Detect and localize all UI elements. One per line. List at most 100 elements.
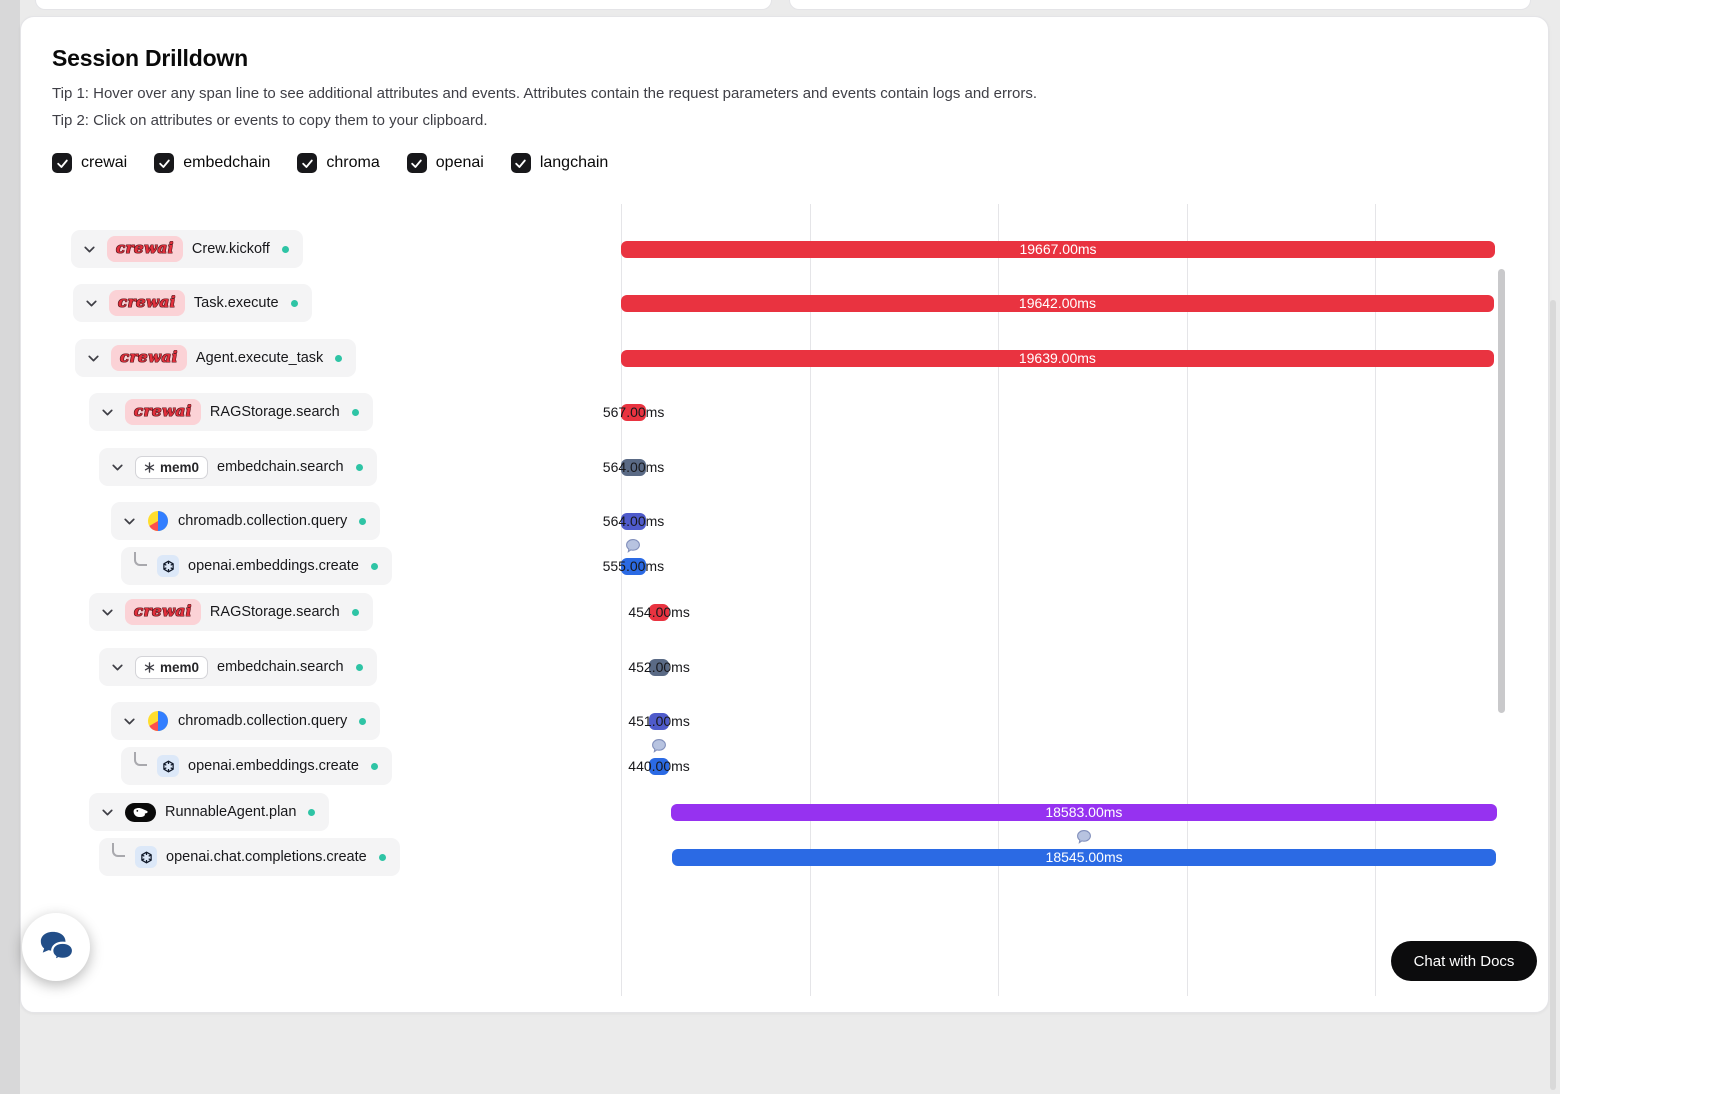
span-name: RunnableAgent.plan: [165, 804, 297, 820]
filter-row: crewai embedchain chroma openai langchai…: [52, 153, 608, 173]
span-label[interactable]: crewai Task.execute: [73, 284, 312, 322]
chevron-down-icon[interactable]: [99, 404, 116, 421]
span-bar[interactable]: [649, 713, 670, 730]
timeline-gridline: [998, 204, 999, 996]
checkbox-checked-icon[interactable]: [510, 153, 531, 173]
status-dot: [335, 354, 343, 362]
chevron-down-icon[interactable]: [109, 659, 126, 676]
page-scrollbar[interactable]: [1550, 300, 1556, 1090]
span-label[interactable]: openai.embeddings.create: [121, 547, 392, 585]
filter-checkbox-embedchain[interactable]: embedchain: [154, 153, 270, 173]
span-name: embedchain.search: [217, 659, 344, 675]
status-dot: [359, 717, 367, 725]
tree-connector: [134, 752, 147, 766]
trace-scrollbar[interactable]: [1498, 269, 1505, 713]
checkbox-checked-icon[interactable]: [52, 153, 72, 173]
span-label[interactable]: mem0 embedchain.search: [99, 448, 377, 486]
span-duration-label: 440.00ms: [628, 758, 690, 774]
span-label[interactable]: crewai Crew.kickoff: [71, 230, 303, 268]
span-bar[interactable]: 19639.00ms: [621, 350, 1494, 367]
filter-label: embedchain: [183, 154, 271, 171]
logo-slot: [135, 846, 157, 868]
span-name: Crew.kickoff: [191, 241, 270, 257]
span-duration-label: 18545.00ms: [1045, 849, 1123, 865]
openai-logo: [135, 846, 157, 868]
crewai-logo: crewai: [109, 290, 185, 316]
span-bar[interactable]: [648, 604, 670, 621]
span-bar[interactable]: [621, 459, 647, 476]
span-bar[interactable]: [621, 558, 646, 575]
tip-1: Tip 1: Hover over any span line to see a…: [52, 85, 1038, 102]
span-bar[interactable]: [649, 659, 670, 676]
logo-slot: crewai: [109, 290, 185, 316]
crewai-logo: crewai: [125, 399, 201, 425]
filter-checkbox-crewai[interactable]: crewai: [52, 153, 127, 173]
logo-slot: crewai: [111, 345, 187, 371]
status-dot: [359, 517, 367, 525]
span-duration-label: 567.00ms: [602, 404, 665, 420]
span-bar[interactable]: 18583.00ms: [670, 804, 1497, 821]
span-label[interactable]: crewai RAGStorage.search: [89, 593, 373, 631]
chevron-down-icon[interactable]: [121, 713, 138, 730]
span-bar[interactable]: [621, 404, 647, 421]
span-duration-label: 564.00ms: [602, 459, 665, 475]
top-card-right: [789, 0, 1531, 10]
logo-slot: crewai: [125, 399, 201, 425]
span-duration-label: 452.00ms: [628, 659, 690, 675]
chevron-down-icon[interactable]: [85, 350, 102, 367]
filter-checkbox-chroma[interactable]: chroma: [297, 153, 380, 173]
span-bar[interactable]: [649, 758, 669, 775]
logo-slot: [157, 555, 179, 577]
checkbox-checked-icon[interactable]: [297, 153, 318, 173]
chevron-down-icon[interactable]: [81, 241, 98, 258]
status-dot: [370, 562, 378, 570]
crewai-logo: crewai: [125, 599, 201, 625]
span-bar[interactable]: [621, 513, 647, 530]
chevron-down-icon[interactable]: [83, 295, 100, 312]
span-label[interactable]: chromadb.collection.query: [111, 502, 381, 540]
status-dot: [370, 762, 378, 770]
chevron-down-icon[interactable]: [109, 459, 126, 476]
chevron-down-icon[interactable]: [121, 513, 138, 530]
tip-2: Tip 2: Click on attributes or events to …: [52, 112, 488, 129]
status-dot: [355, 463, 363, 471]
mem0-logo: mem0: [135, 655, 209, 679]
chevron-down-icon[interactable]: [99, 804, 116, 821]
span-label[interactable]: openai.embeddings.create: [121, 747, 392, 785]
checkbox-checked-icon[interactable]: [406, 153, 427, 173]
timeline-gridline: [621, 204, 622, 996]
span-bar[interactable]: 19667.00ms: [621, 241, 1495, 258]
chat-widget-button[interactable]: [22, 913, 90, 981]
logo-slot: [157, 755, 179, 777]
span-label[interactable]: crewai Agent.execute_task: [75, 339, 357, 377]
span-name: chromadb.collection.query: [178, 713, 348, 729]
event-bubble-icon[interactable]: [651, 738, 667, 759]
chat-with-docs-button[interactable]: Chat with Docs: [1391, 941, 1537, 981]
span-label[interactable]: chromadb.collection.query: [111, 702, 381, 740]
span-label[interactable]: RunnableAgent.plan: [89, 793, 330, 831]
span-label[interactable]: openai.chat.completions.create: [99, 838, 400, 876]
event-bubble-icon[interactable]: [1076, 829, 1092, 850]
filter-checkbox-langchain[interactable]: langchain: [510, 153, 608, 173]
status-dot: [281, 245, 289, 253]
event-bubble-icon[interactable]: [625, 538, 641, 559]
filter-checkbox-openai[interactable]: openai: [406, 153, 484, 173]
status-dot: [351, 408, 359, 416]
span-bar[interactable]: 18545.00ms: [672, 849, 1497, 866]
span-name: openai.embeddings.create: [188, 758, 359, 774]
logo-slot: mem0: [135, 455, 209, 479]
span-name: RAGStorage.search: [209, 604, 340, 620]
span-name: chromadb.collection.query: [178, 513, 348, 529]
openai-logo: [157, 755, 179, 777]
span-bar[interactable]: 19642.00ms: [621, 295, 1494, 312]
span-name: embedchain.search: [217, 459, 344, 475]
span-duration-label: 19642.00ms: [1018, 295, 1096, 311]
chevron-down-icon[interactable]: [99, 604, 116, 621]
checkbox-checked-icon[interactable]: [154, 153, 175, 173]
page-left-gutter: [0, 0, 20, 1094]
span-label[interactable]: crewai RAGStorage.search: [89, 393, 373, 431]
span-label[interactable]: mem0 embedchain.search: [99, 648, 377, 686]
logo-slot: crewai: [125, 599, 201, 625]
span-name: Task.execute: [193, 295, 279, 311]
span-duration-label: 18583.00ms: [1045, 804, 1123, 820]
